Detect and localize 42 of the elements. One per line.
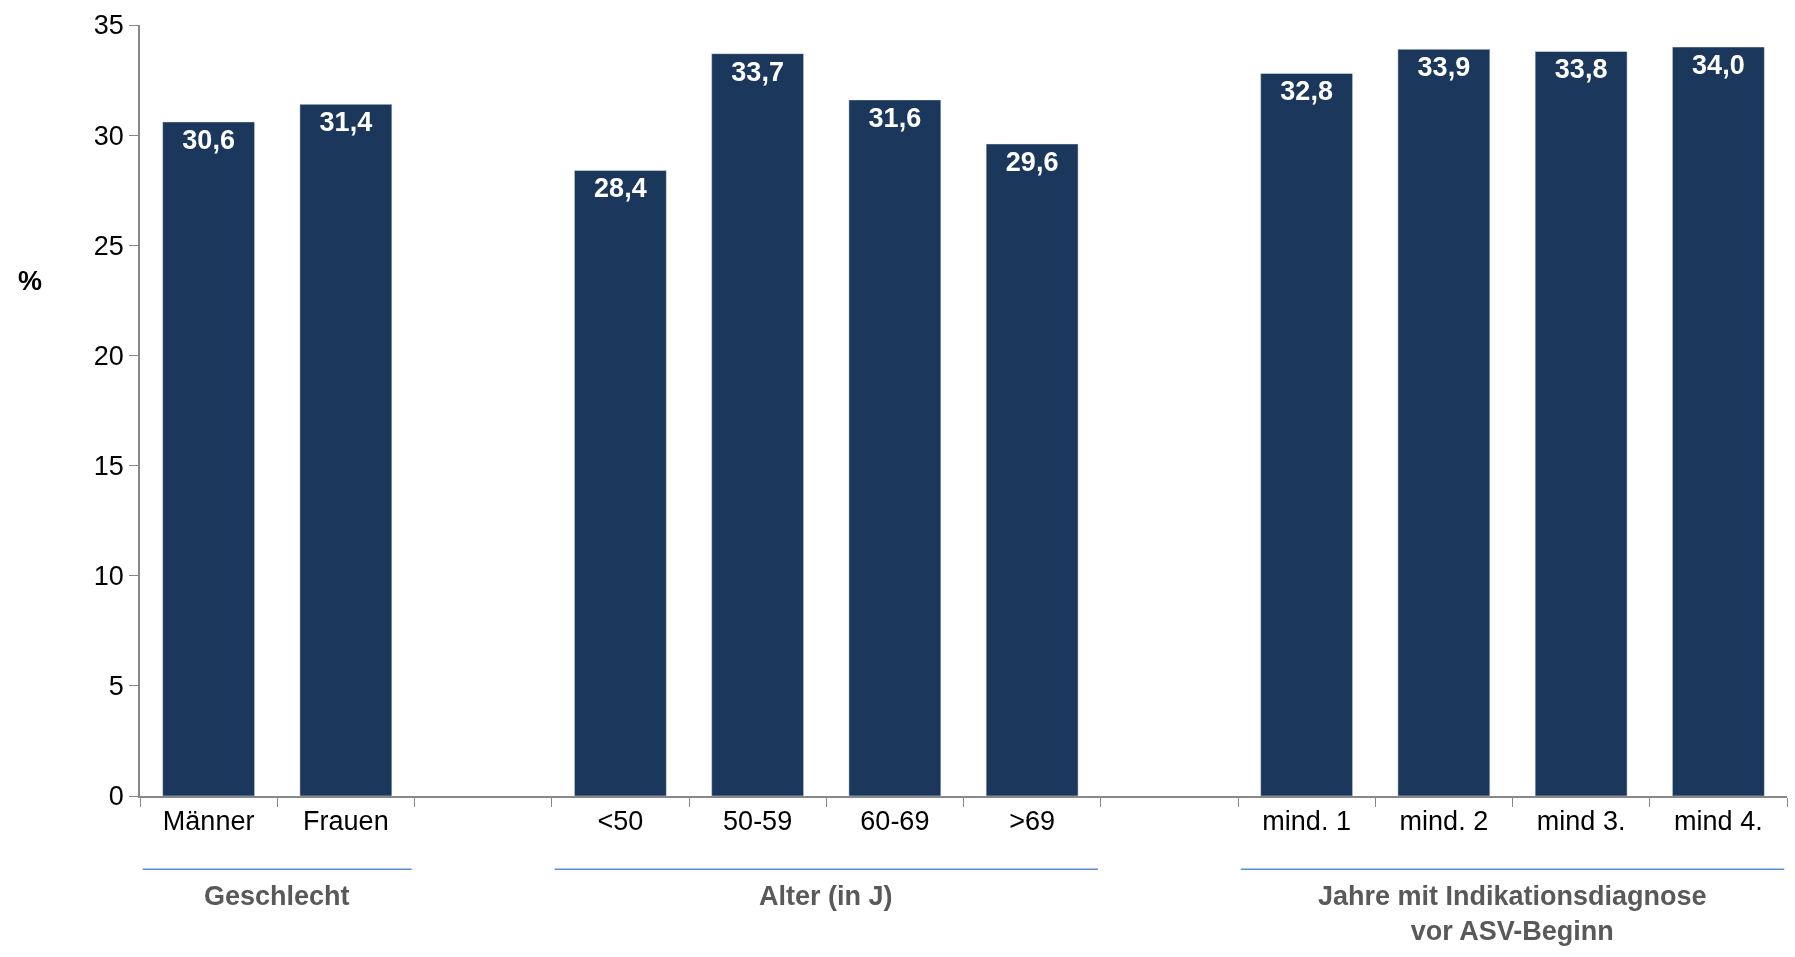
text: Geschlecht <box>204 881 350 911</box>
data-label: 29,6 <box>1005 146 1059 177</box>
y-tick-label: 25 <box>93 230 124 261</box>
x-tick-label: >69 <box>1009 806 1056 837</box>
y-tick-label: 35 <box>93 10 124 41</box>
data-label: 30,6 <box>182 124 235 155</box>
bar <box>1534 51 1628 796</box>
bar <box>985 143 1079 796</box>
x-tick-label: 50-59 <box>723 806 793 837</box>
y-tick-label: 0 <box>108 781 124 812</box>
bar <box>162 121 255 796</box>
y-axis-title: % <box>18 266 43 296</box>
data-label: 33,8 <box>1554 54 1608 85</box>
data-label: 34,0 <box>1692 50 1745 81</box>
x-tick-label: Frauen <box>303 806 389 837</box>
x-tick-label: 60-69 <box>860 806 930 837</box>
x-tick-label: mind 4. <box>1674 806 1763 837</box>
data-label: 32,8 <box>1280 76 1333 107</box>
bar <box>848 99 942 796</box>
data-label: 31,4 <box>319 107 373 138</box>
x-tick-label: mind. 1 <box>1262 806 1351 837</box>
bar <box>1260 73 1353 796</box>
data-label: 28,4 <box>594 173 647 204</box>
x-tick-label: <50 <box>597 806 644 837</box>
x-tick-label: mind 3. <box>1536 806 1626 837</box>
bar <box>299 104 393 796</box>
x-tick-label: mind. 2 <box>1399 806 1489 837</box>
text: Alter (in J) <box>759 881 893 911</box>
y-tick-label: 30 <box>93 120 124 151</box>
data-label: 33,7 <box>731 56 784 87</box>
x-tick-label: Männer <box>162 806 255 837</box>
data-label: 33,9 <box>1417 52 1471 83</box>
y-tick-label: 10 <box>93 561 124 592</box>
y-tick-label: 15 <box>93 451 124 482</box>
y-tick-label: 5 <box>108 671 124 702</box>
bar <box>711 53 804 796</box>
bar <box>1397 48 1491 796</box>
bar <box>574 170 667 796</box>
data-label: 31,6 <box>868 102 922 133</box>
text: Jahre mit Indikationsdiagnose vor ASV-Beginn <box>1318 881 1707 947</box>
y-tick-label: 20 <box>93 340 124 371</box>
bar <box>1672 46 1765 796</box>
